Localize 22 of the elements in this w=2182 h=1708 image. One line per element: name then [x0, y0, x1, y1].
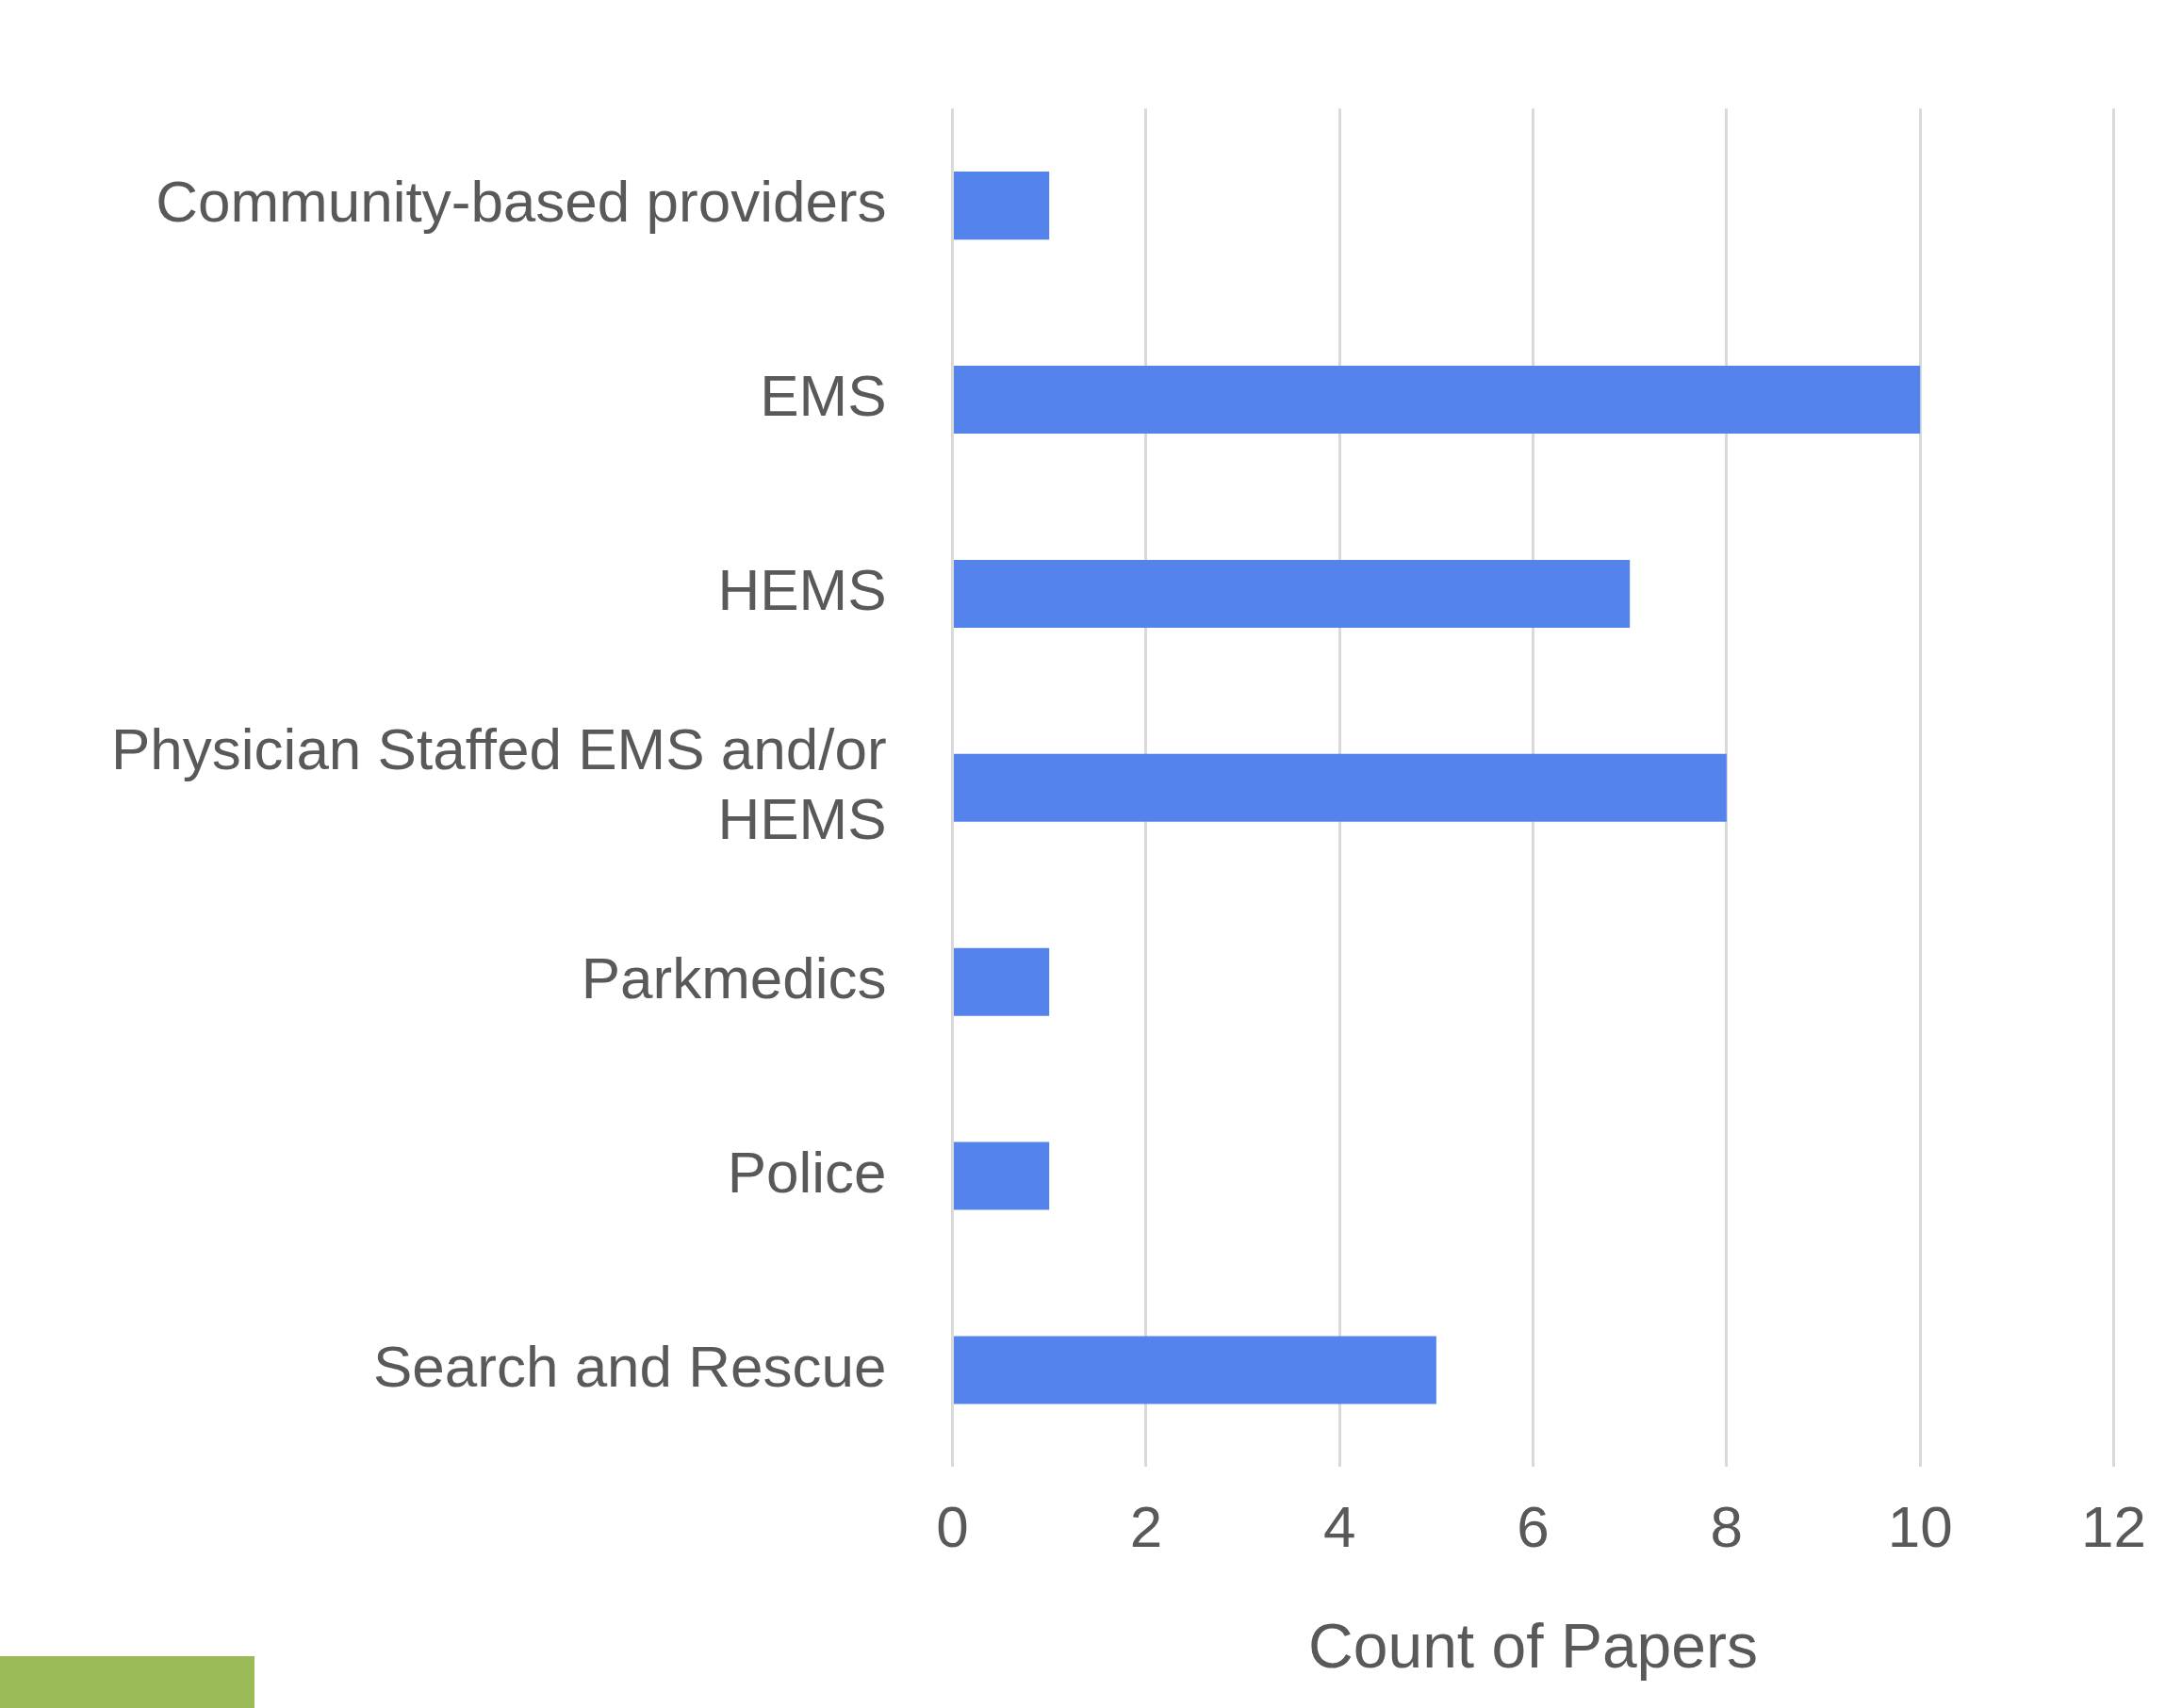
bar	[954, 366, 1921, 435]
x-tick-label: 12	[2081, 1493, 2146, 1559]
bar	[954, 559, 1631, 628]
bar	[954, 1336, 1436, 1404]
bar	[954, 1141, 1050, 1210]
x-tick-label: 6	[1517, 1493, 1550, 1559]
y-tick-label: Community-based providers	[156, 169, 887, 235]
y-tick-label: Police	[727, 1139, 887, 1205]
y-tick-label: Physician Staffed EMS and/or HEMS	[111, 715, 887, 852]
y-tick-label: EMS	[760, 363, 887, 429]
x-tick-label: 2	[1129, 1493, 1163, 1559]
bar	[954, 947, 1050, 1016]
x-axis-title: Count of Papers	[1308, 1610, 1758, 1681]
bar	[954, 172, 1050, 240]
x-tick-label: 10	[1887, 1493, 1953, 1559]
y-tick-label: HEMS	[717, 557, 887, 623]
y-tick-label: Parkmedics	[581, 944, 887, 1010]
x-tick-label: 0	[936, 1493, 969, 1559]
x-tick-label: 8	[1710, 1493, 1744, 1559]
bar	[954, 753, 1727, 822]
y-tick-label: Search and Rescue	[372, 1333, 887, 1399]
x-tick-label: 4	[1322, 1493, 1356, 1559]
